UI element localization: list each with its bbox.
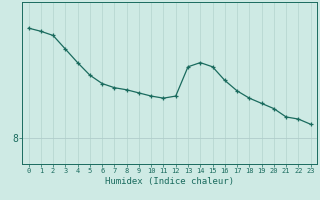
X-axis label: Humidex (Indice chaleur): Humidex (Indice chaleur) xyxy=(105,177,234,186)
